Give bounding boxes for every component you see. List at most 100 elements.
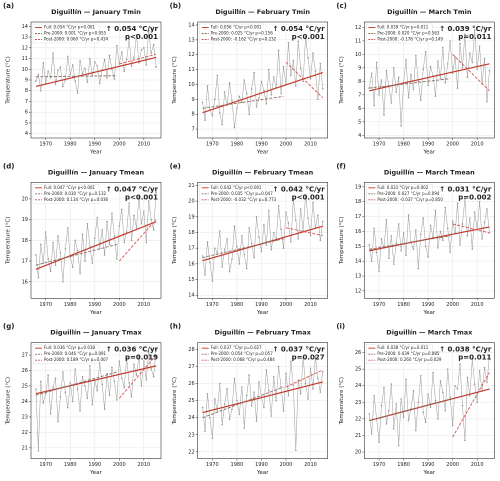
observed-point [245,92,248,95]
x-tick-label: 1970 [206,142,219,148]
y-tick-label: 16 [22,279,28,285]
observed-point [123,70,126,73]
x-tick-label: 1990 [88,302,101,308]
observed-point [37,276,40,279]
observed-point [125,58,128,61]
observed-point [270,94,273,96]
chart-title: Diguillín — January Tmin [51,8,141,16]
observed-point [150,52,152,54]
observed-point [66,55,69,58]
observed-point [265,102,268,105]
observed-point [47,70,49,73]
observed-point [231,408,233,410]
y-tick-label: 25 [188,398,194,404]
y-axis-label: Temperature (°C) [6,56,12,104]
x-tick-label: 2010 [471,302,484,308]
observed-point [250,242,253,245]
chart-title: Diguillín — February Tmax [214,329,311,337]
y-tick-label: 13 [355,274,361,280]
observed-point [476,68,478,71]
y-tick-label: 9 [25,78,28,84]
observed-point [150,368,152,370]
x-tick-label: 1980 [397,142,410,148]
observed-point [314,70,317,72]
observed-point [478,200,481,203]
observed-point [412,248,415,251]
x-tick-label: 1980 [231,462,244,468]
y-tick-label: 15 [355,244,361,250]
y-tick-label: 16 [355,229,361,235]
observed-point [405,378,407,380]
observed-point [233,126,236,129]
observed-point [263,406,265,409]
legend-label: Post-2000: 0.068 °C/yr p=0.484 [211,357,276,362]
observed-point [429,224,432,227]
observed-point [42,402,45,404]
legend-box [199,23,266,44]
observed-point [241,101,243,104]
observed-point [125,231,128,233]
trend-line [369,78,451,89]
observed-point [255,420,258,422]
x-tick-label: 1980 [397,462,410,468]
observed-point [265,244,268,246]
y-axis-label: Temperature (°C) [339,56,345,104]
observed-point [397,223,400,225]
observed-point [57,420,59,423]
observed-point [444,206,447,209]
observed-point [74,239,76,242]
x-tick-label: 2010 [471,462,484,468]
plot-frame [30,182,162,299]
x-tick-label: 1970 [39,142,52,148]
y-tick-label: 24 [188,415,194,421]
observed-point [263,223,265,226]
observed-point [422,68,425,71]
observed-point [290,241,292,243]
observed-point [272,231,275,234]
observed-point [91,262,94,264]
observed-line [369,355,490,446]
observed-point [57,235,59,237]
observed-point [471,358,474,361]
legend-label: Post-2000: -0.037 °C/yr p=0.850 [377,197,443,202]
x-tick-label: 2010 [137,302,150,308]
observed-point [93,60,96,63]
observed-point [238,413,241,416]
observed-point [471,248,474,251]
y-tick-label: 22 [355,416,361,422]
observed-point [488,69,491,72]
observed-point [277,205,280,207]
trend-line [118,219,157,262]
legend-label: Post-2000: 0.260 °C/yr p=0.029 [377,357,442,362]
observed-point [231,258,233,260]
observed-point [228,270,231,273]
observed-point [84,67,86,69]
panel-label: (b) [170,2,181,10]
observed-point [253,391,255,393]
x-tick-label: 1990 [255,142,268,148]
observed-point [449,251,451,254]
observed-point [84,385,86,387]
observed-point [424,50,427,53]
observed-point [155,348,157,350]
y-tick-label: 12 [355,25,361,31]
y-tick-label: 24 [22,399,28,405]
observed-point [427,393,429,395]
x-axis-label: Year [423,470,436,476]
observed-point [152,43,155,46]
observed-point [130,239,133,242]
y-tick-label: 28 [188,347,194,353]
y-tick-label: 8 [191,112,194,118]
observed-point [214,247,216,249]
y-tick-label: 14 [22,24,28,30]
observed-point [392,263,395,265]
observed-point [294,219,297,221]
trend-line [285,369,323,388]
observed-point [307,56,309,59]
observed-point [280,228,282,231]
observed-point [285,211,287,213]
observed-point [96,216,99,219]
y-tick-label: 16 [188,261,194,267]
y-tick-label: 14 [188,293,194,299]
observed-point [299,393,302,395]
